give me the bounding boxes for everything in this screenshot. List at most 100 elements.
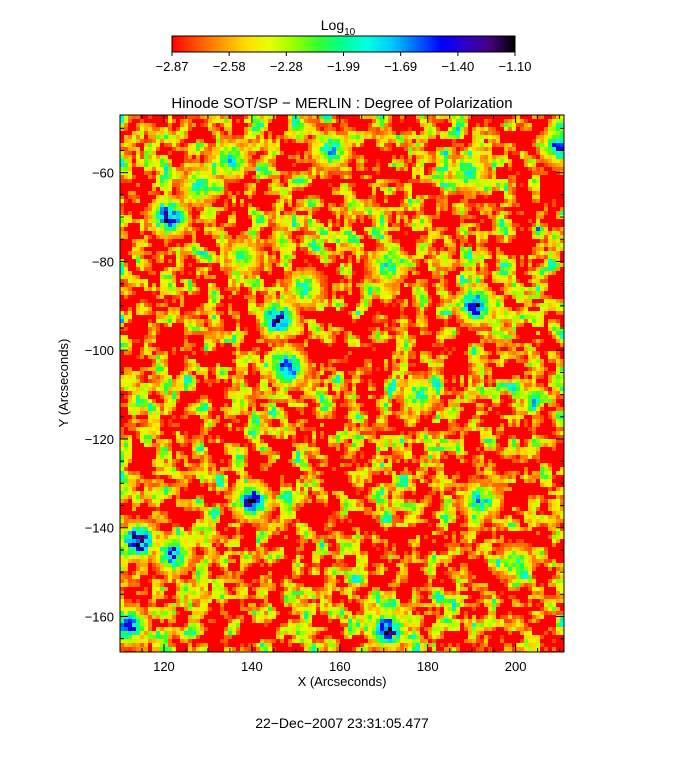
heatmap-cell-group <box>132 535 136 539</box>
heatmap-cell-group <box>284 499 288 503</box>
heatmap-cell-group <box>284 599 288 603</box>
heatmap-cell-group <box>556 623 560 627</box>
heatmap-cell-group <box>272 323 276 327</box>
heatmap-cell-group <box>464 231 468 235</box>
y-tick-label: −100 <box>85 343 114 358</box>
heatmap-cell-group <box>120 623 124 627</box>
heatmap-cell-group <box>244 503 248 507</box>
colorbar-ticks: −2.87 −2.58 −2.28 −1.99 −1.69 −1.40 −1.10 <box>156 52 531 74</box>
heatmap-cell-group <box>356 239 360 243</box>
heatmap-cell-group <box>132 627 136 631</box>
heatmap-cell-group <box>472 307 476 311</box>
heatmap-cell-group <box>356 415 360 419</box>
heatmap-cell-group <box>136 547 140 551</box>
heatmap-cell-group <box>280 363 284 367</box>
heatmap-cell-group <box>556 127 560 131</box>
heatmap-cell-group <box>136 551 140 555</box>
x-axis-label: X (Arcseconds) <box>298 674 387 689</box>
heatmap-cell-group <box>176 219 180 223</box>
heatmap-cell-group <box>372 591 376 595</box>
heatmap-cell-group <box>164 211 168 215</box>
x-tick-label: 200 <box>505 659 527 674</box>
heatmap-cell-group <box>340 611 344 615</box>
heatmap-cell-group <box>332 379 336 383</box>
heatmap-cell-group <box>140 539 144 543</box>
heatmap-cell-group <box>168 379 172 383</box>
heatmap-cell-group <box>252 507 256 511</box>
heatmap-cells <box>120 115 564 652</box>
heatmap-cell-group <box>136 535 140 539</box>
heatmap-cell-group <box>484 439 488 443</box>
heatmap-cell-group <box>292 375 296 379</box>
heatmap-cell-group <box>248 507 252 511</box>
heatmap-cell-group <box>120 343 124 347</box>
heatmap-cell-group <box>164 127 548 647</box>
heatmap-cell-group <box>252 435 256 439</box>
heatmap-cell-group <box>476 499 480 503</box>
heatmap-cell-group <box>124 539 128 543</box>
heatmap-cell-group <box>388 263 392 267</box>
heatmap-cell-group <box>480 307 484 311</box>
heatmap-cell-group <box>524 571 528 575</box>
heatmap-cell-group <box>132 543 136 547</box>
heatmap-cell-group <box>120 163 124 167</box>
heatmap-cell-group <box>276 367 280 371</box>
heatmap-cell-group <box>560 147 564 151</box>
heatmap-cell-group <box>388 639 392 643</box>
heatmap-cell-group <box>288 363 292 367</box>
heatmap-cell-group <box>172 551 176 555</box>
heatmap-cell-group <box>124 535 128 539</box>
colorbar: Log10 −2.87 −2.58 −2.28 −1.99 −1.69 −1.40 −1.1… <box>156 17 532 74</box>
heatmap-cell-group <box>128 531 132 535</box>
y-tick-label: −80 <box>92 254 114 269</box>
heatmap-cell-group <box>292 219 296 223</box>
heatmap-cell-group <box>504 263 508 267</box>
heatmap-cell-group <box>476 299 480 303</box>
heatmap-cell-group <box>556 143 560 147</box>
heatmap-cell-group <box>204 347 208 351</box>
heatmap-cell-group <box>208 527 212 531</box>
heatmap-cell-group <box>164 215 168 219</box>
heatmap-cell-group <box>380 631 384 635</box>
heatmap-cell-group <box>440 599 444 603</box>
colorbar-tick-label: −1.40 <box>441 59 474 74</box>
x-tick-label: 180 <box>417 659 439 674</box>
heatmap-cell-group <box>172 555 176 559</box>
heatmap-cell-group <box>472 311 476 315</box>
heatmap-cell-group <box>244 495 248 499</box>
heatmap-cell-group <box>388 623 392 627</box>
heatmap-cell-group <box>384 635 388 639</box>
heatmap-cell-group <box>420 387 424 391</box>
heatmap-cell-group <box>472 491 476 495</box>
heatmap-cell-group <box>172 547 176 551</box>
heatmap-cell-group <box>560 387 564 391</box>
heatmap-cell-group <box>144 543 148 547</box>
heatmap-cell-group <box>160 219 164 223</box>
colorbar-tick-label: −2.28 <box>270 59 303 74</box>
colorbar-label-sub: 10 <box>344 27 356 38</box>
heatmap-cell-group <box>472 303 476 307</box>
heatmap-cell-group <box>560 143 564 147</box>
heatmap-cell-group <box>124 155 556 652</box>
heatmap-cell-group <box>472 271 504 299</box>
heatmap-cell-group <box>252 503 256 507</box>
heatmap-cell-group <box>120 319 124 323</box>
heatmap-cell-group <box>120 195 536 651</box>
heatmap-cell-group <box>560 335 564 339</box>
timestamp: 22−Dec−2007 23:31:05.477 <box>255 715 429 731</box>
heatmap-cell-group <box>520 315 524 319</box>
heatmap-cell-group <box>296 563 300 567</box>
heatmap-cell-group <box>132 531 136 535</box>
chart-title: Hinode SOT/SP − MERLIN : Degree of Polar… <box>171 95 512 112</box>
heatmap-cell-group <box>120 135 560 639</box>
heatmap-cell-group <box>140 535 144 539</box>
heatmap-cell-group <box>124 627 128 631</box>
colorbar-gradient <box>171 35 516 53</box>
heatmap-cell-group <box>552 259 556 263</box>
heatmap-cell-group <box>296 631 300 635</box>
heatmap-cell-group <box>552 143 556 147</box>
heatmap-cell-group <box>380 627 384 631</box>
heatmap-cell-group <box>288 379 292 383</box>
plot-frame <box>119 114 565 653</box>
heatmap-cell-group <box>220 475 224 479</box>
